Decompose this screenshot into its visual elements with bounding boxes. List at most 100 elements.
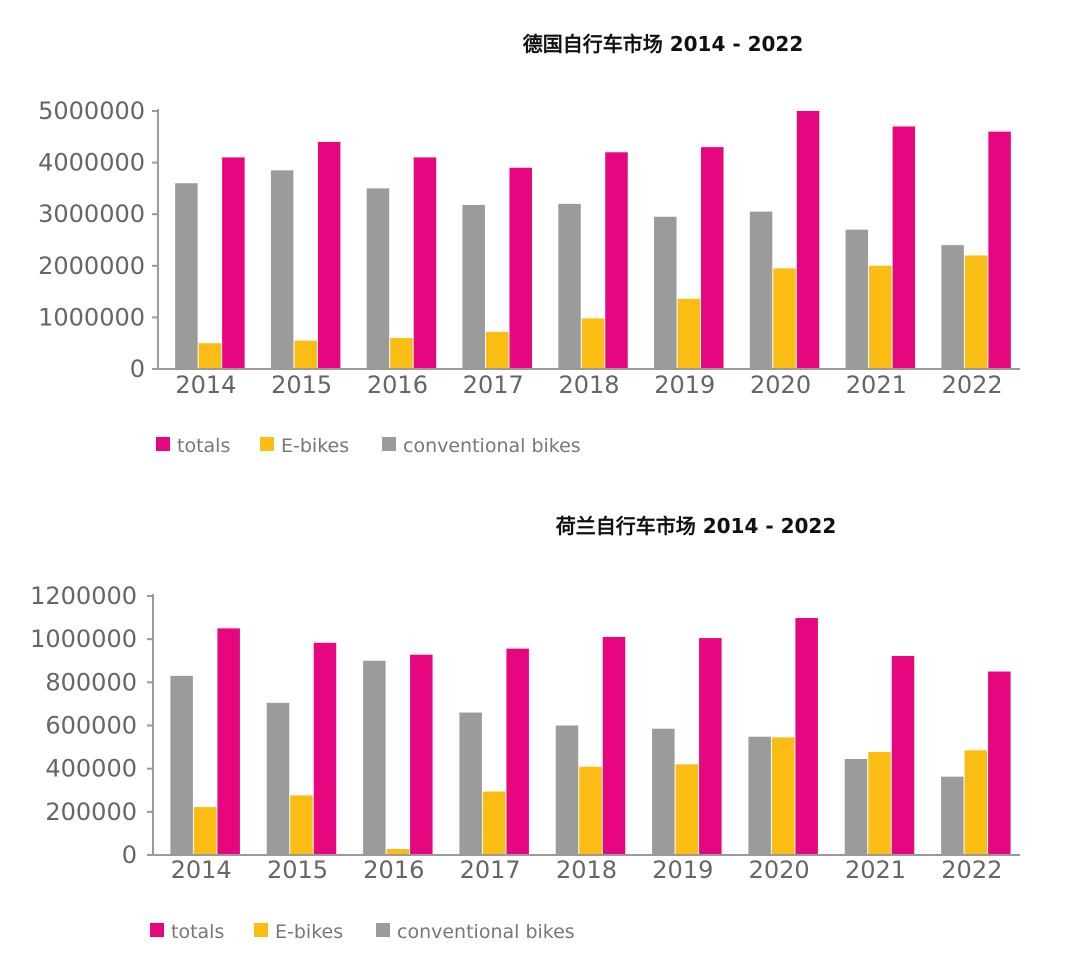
germany-y-tick-label: 2000000 bbox=[38, 252, 145, 280]
germany-legend-swatch-totals bbox=[156, 437, 170, 451]
netherlands-bar-ebikes-2022 bbox=[964, 750, 988, 855]
germany-legend-label-conventional: conventional bikes bbox=[403, 435, 581, 457]
netherlands-x-tick-label: 2014 bbox=[171, 856, 232, 884]
germany-y-tick-label: 1000000 bbox=[38, 303, 145, 331]
netherlands-bar-conventional-2019 bbox=[652, 728, 675, 855]
netherlands-bar-conventional-2017 bbox=[459, 712, 482, 855]
netherlands-y-tick-label: 200000 bbox=[45, 798, 137, 826]
germany-bar-ebikes-2018 bbox=[581, 318, 605, 369]
germany-x-tick-label: 2020 bbox=[750, 371, 811, 399]
germany-bar-totals-2017 bbox=[509, 167, 532, 369]
netherlands-bar-ebikes-2018 bbox=[579, 766, 602, 855]
germany-legend-swatch-ebikes bbox=[260, 437, 274, 451]
germany-bar-ebikes-2022 bbox=[964, 255, 988, 369]
germany-bar-conventional-2022 bbox=[941, 245, 964, 369]
germany-chart: 德国自行车市场 2014 - 2022 0 1000000 2000000 30000… bbox=[38, 32, 1020, 457]
netherlands-bar-totals-2018 bbox=[602, 637, 626, 855]
germany-legend-label-ebikes: E-bikes bbox=[281, 435, 349, 457]
germany-bar-totals-2019 bbox=[701, 147, 724, 369]
germany-bar-ebikes-2021 bbox=[869, 265, 892, 369]
germany-y-tick-label: 5000000 bbox=[38, 97, 145, 125]
netherlands-bar-totals-2014 bbox=[217, 628, 240, 855]
netherlands-x-tick-label: 2021 bbox=[845, 856, 906, 884]
netherlands-legend-swatch-conventional bbox=[376, 923, 390, 937]
germany-bar-conventional-2015 bbox=[270, 170, 294, 369]
netherlands-x-tick-label: 2019 bbox=[652, 856, 713, 884]
germany-bar-conventional-2016 bbox=[366, 188, 390, 369]
netherlands-bars bbox=[170, 618, 1011, 855]
germany-y-tick-label: 3000000 bbox=[38, 200, 145, 228]
germany-bar-ebikes-2015 bbox=[294, 340, 317, 369]
germany-bar-totals-2015 bbox=[317, 141, 341, 369]
netherlands-y-tick-label: 1200000 bbox=[30, 582, 137, 610]
netherlands-bar-ebikes-2019 bbox=[675, 764, 699, 855]
netherlands-x-axis-ticks: 2014 2015 2016 2017 2018 2019 2020 2021 2022 bbox=[171, 856, 1003, 884]
netherlands-legend-swatch-ebikes bbox=[254, 923, 268, 937]
netherlands-bar-totals-2017 bbox=[506, 648, 529, 855]
germany-x-tick-label: 2016 bbox=[367, 371, 428, 399]
germany-legend: totals E-bikes conventional bikes bbox=[156, 435, 581, 457]
germany-bar-totals-2022 bbox=[988, 131, 1011, 369]
netherlands-bar-conventional-2018 bbox=[555, 725, 579, 855]
germany-bar-totals-2018 bbox=[605, 152, 628, 369]
netherlands-x-tick-label: 2017 bbox=[460, 856, 521, 884]
netherlands-bar-conventional-2021 bbox=[844, 758, 868, 855]
germany-bars bbox=[175, 111, 1011, 369]
germany-chart-title: 德国自行车市场 2014 - 2022 bbox=[523, 32, 804, 56]
netherlands-y-tick-label: 0 bbox=[122, 841, 137, 869]
germany-bar-totals-2016 bbox=[413, 157, 437, 369]
netherlands-x-tick-label: 2016 bbox=[363, 856, 424, 884]
netherlands-bar-totals-2020 bbox=[795, 618, 818, 855]
netherlands-bar-conventional-2014 bbox=[170, 675, 193, 855]
netherlands-bar-conventional-2020 bbox=[748, 736, 771, 855]
germany-y-tick-label: 4000000 bbox=[38, 149, 145, 177]
germany-bar-conventional-2021 bbox=[845, 229, 869, 369]
netherlands-chart-title: 荷兰自行车市场 2014 - 2022 bbox=[556, 514, 837, 538]
netherlands-x-tick-label: 2020 bbox=[749, 856, 810, 884]
netherlands-bar-conventional-2022 bbox=[941, 776, 964, 855]
germany-bar-conventional-2019 bbox=[654, 216, 677, 369]
netherlands-legend-label-totals: totals bbox=[171, 921, 224, 943]
netherlands-bar-ebikes-2021 bbox=[868, 752, 891, 855]
netherlands-legend-label-conventional: conventional bikes bbox=[397, 921, 575, 943]
netherlands-legend: totals E-bikes conventional bikes bbox=[150, 921, 575, 943]
germany-bar-conventional-2017 bbox=[462, 204, 485, 369]
germany-bar-conventional-2014 bbox=[175, 183, 198, 369]
germany-y-axis-ticks: 0 1000000 2000000 3000000 4000000 5000000 bbox=[38, 97, 158, 383]
netherlands-bar-totals-2019 bbox=[699, 638, 722, 855]
netherlands-bar-ebikes-2014 bbox=[193, 807, 217, 855]
netherlands-y-axis-ticks: 0 200000 400000 600000 800000 1000000 1200000 bbox=[30, 582, 153, 869]
netherlands-bar-totals-2016 bbox=[410, 654, 433, 855]
germany-legend-label-totals: totals bbox=[177, 435, 230, 457]
germany-x-axis-ticks: 2014 2015 2016 2017 2018 2019 2020 2021 2022 bbox=[175, 371, 1002, 399]
germany-bar-conventional-2018 bbox=[558, 203, 581, 369]
netherlands-bar-totals-2015 bbox=[313, 642, 337, 855]
germany-bar-totals-2020 bbox=[796, 111, 820, 369]
netherlands-bar-conventional-2016 bbox=[363, 660, 386, 855]
germany-bar-ebikes-2014 bbox=[198, 343, 222, 369]
netherlands-bar-ebikes-2020 bbox=[771, 737, 795, 855]
netherlands-y-tick-label: 600000 bbox=[45, 712, 137, 740]
netherlands-legend-label-ebikes: E-bikes bbox=[275, 921, 343, 943]
netherlands-legend-swatch-totals bbox=[150, 923, 164, 937]
netherlands-x-tick-label: 2022 bbox=[941, 856, 1002, 884]
germany-bar-totals-2014 bbox=[222, 157, 245, 369]
germany-x-tick-label: 2018 bbox=[558, 371, 619, 399]
germany-x-tick-label: 2021 bbox=[846, 371, 907, 399]
netherlands-bar-totals-2022 bbox=[988, 671, 1011, 855]
germany-x-tick-label: 2015 bbox=[271, 371, 332, 399]
netherlands-bar-totals-2021 bbox=[891, 656, 915, 855]
germany-bar-ebikes-2019 bbox=[677, 298, 701, 369]
germany-y-tick-label: 0 bbox=[130, 355, 145, 383]
netherlands-y-tick-label: 1000000 bbox=[30, 625, 137, 653]
netherlands-x-tick-label: 2015 bbox=[267, 856, 328, 884]
germany-x-tick-label: 2019 bbox=[654, 371, 715, 399]
germany-bar-ebikes-2016 bbox=[390, 338, 413, 369]
netherlands-chart: 荷兰自行车市场 2014 - 2022 0 200000 400000 600000 8… bbox=[30, 514, 1020, 943]
netherlands-y-tick-label: 400000 bbox=[45, 755, 137, 783]
germany-bar-ebikes-2017 bbox=[485, 331, 509, 369]
netherlands-bar-ebikes-2015 bbox=[290, 795, 313, 855]
germany-x-tick-label: 2022 bbox=[942, 371, 1003, 399]
netherlands-bar-ebikes-2017 bbox=[482, 791, 506, 855]
